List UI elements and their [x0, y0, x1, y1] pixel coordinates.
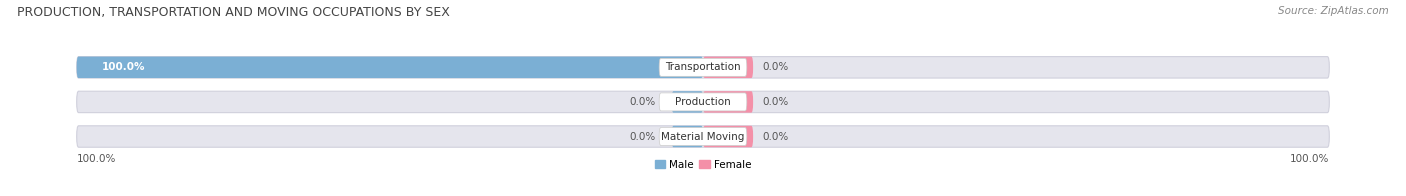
- FancyBboxPatch shape: [77, 91, 1329, 113]
- FancyBboxPatch shape: [77, 57, 1329, 78]
- FancyBboxPatch shape: [659, 58, 747, 76]
- Text: PRODUCTION, TRANSPORTATION AND MOVING OCCUPATIONS BY SEX: PRODUCTION, TRANSPORTATION AND MOVING OC…: [17, 6, 450, 19]
- Text: 0.0%: 0.0%: [762, 132, 789, 142]
- Legend: Male, Female: Male, Female: [655, 160, 751, 170]
- FancyBboxPatch shape: [659, 93, 747, 111]
- FancyBboxPatch shape: [703, 126, 754, 147]
- Text: 100.0%: 100.0%: [1289, 154, 1329, 164]
- FancyBboxPatch shape: [703, 91, 754, 113]
- Text: 0.0%: 0.0%: [630, 132, 657, 142]
- Text: 0.0%: 0.0%: [762, 97, 789, 107]
- Text: 0.0%: 0.0%: [630, 97, 657, 107]
- FancyBboxPatch shape: [672, 126, 703, 147]
- FancyBboxPatch shape: [703, 57, 754, 78]
- Text: 100.0%: 100.0%: [101, 62, 145, 72]
- Text: Production: Production: [675, 97, 731, 107]
- Text: 0.0%: 0.0%: [762, 62, 789, 72]
- FancyBboxPatch shape: [672, 91, 703, 113]
- Text: Source: ZipAtlas.com: Source: ZipAtlas.com: [1278, 6, 1389, 16]
- FancyBboxPatch shape: [659, 128, 747, 145]
- FancyBboxPatch shape: [77, 57, 703, 78]
- Text: Transportation: Transportation: [665, 62, 741, 72]
- Text: 100.0%: 100.0%: [77, 154, 117, 164]
- FancyBboxPatch shape: [77, 126, 1329, 147]
- Text: Material Moving: Material Moving: [661, 132, 745, 142]
